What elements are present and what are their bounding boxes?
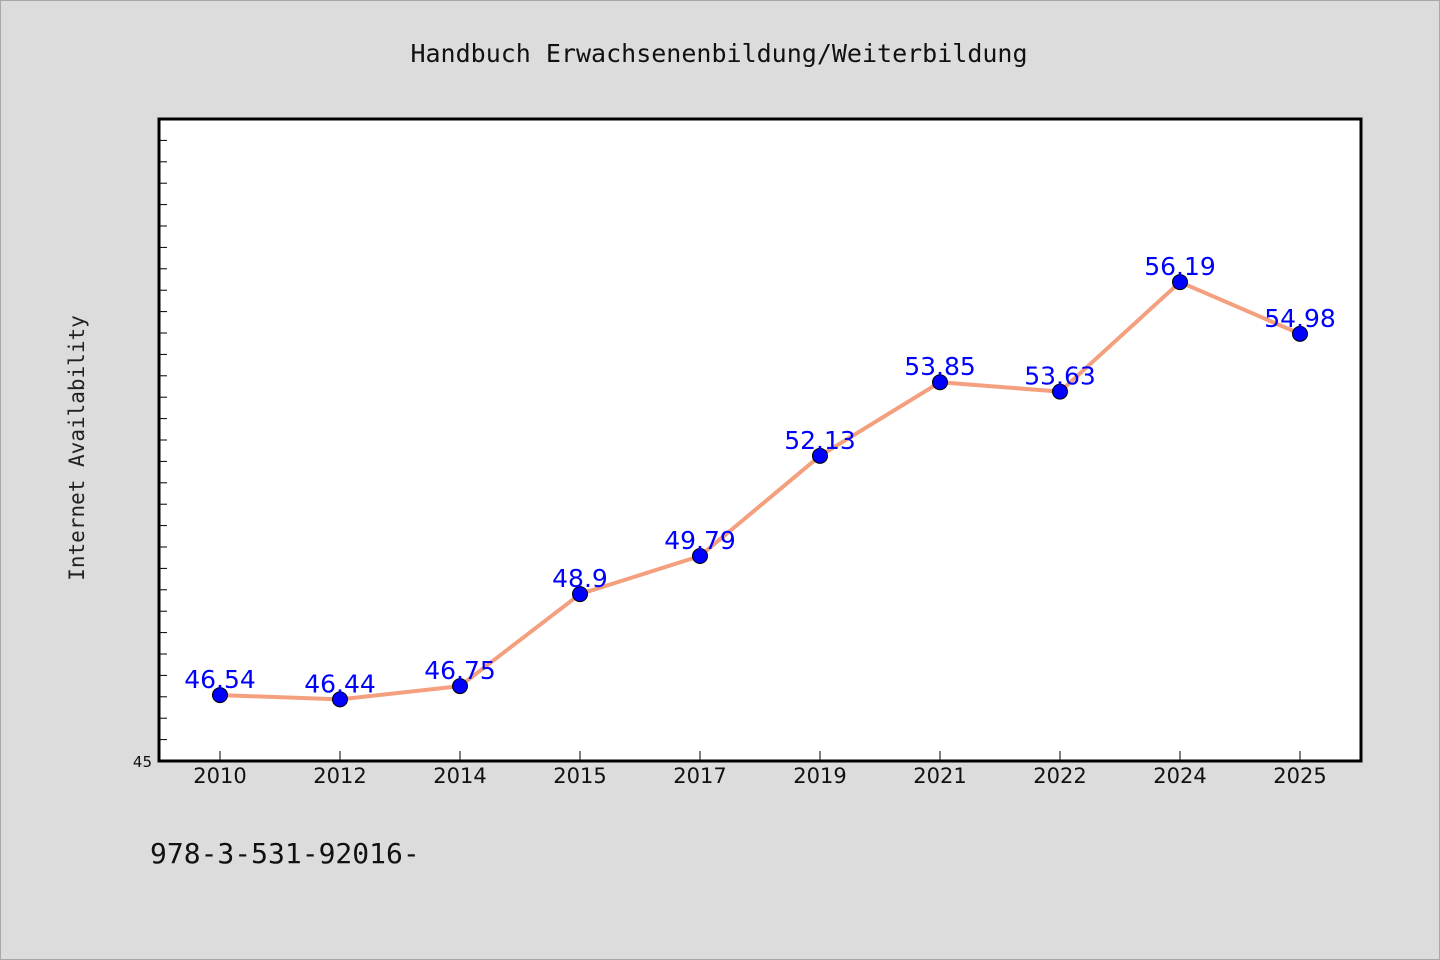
x-tick-label: 2021 [913, 764, 966, 788]
plot-area [157, 117, 1363, 763]
footer-isbn-text: 978-3-531-92016- [150, 837, 420, 870]
data-point [1052, 383, 1068, 400]
series-line-group [218, 280, 1302, 702]
y-tick-label-min: 45 [133, 753, 152, 771]
x-tick-label: 2024 [1153, 764, 1206, 788]
x-axis-ticks: 2010 2012 2014 2015 2017 2019 2021 2022 2024 2025 [193, 751, 1327, 788]
data-label: 46.75 [424, 656, 496, 685]
data-point [932, 374, 948, 391]
data-label: 46.44 [304, 669, 376, 698]
x-tick-label: 2025 [1273, 764, 1326, 788]
data-point [212, 687, 228, 704]
data-label: 49.79 [664, 526, 736, 555]
x-tick-label: 2010 [193, 764, 246, 788]
data-label: 53.63 [1024, 362, 1096, 391]
data-point [1292, 325, 1308, 342]
chart-title: Handbuch Erwachsenenbildung/Weiterbildun… [410, 39, 1027, 68]
x-tick-label: 2017 [673, 764, 726, 788]
data-label: 54.98 [1264, 304, 1336, 333]
data-label: 53.85 [904, 352, 976, 381]
data-point [572, 586, 588, 603]
data-label: 48.9 [552, 564, 608, 593]
data-point [692, 547, 708, 564]
x-tick-label: 2015 [553, 764, 606, 788]
data-labels: 46.54 46.44 46.75 48.9 49.79 52.13 53.85 53.63 5… [184, 252, 1336, 698]
data-point [812, 447, 828, 464]
data-point [1172, 274, 1188, 291]
y-axis-ticks [159, 139, 167, 741]
x-tick-label: 2019 [793, 764, 846, 788]
data-point [332, 691, 348, 708]
data-label: 46.54 [184, 665, 256, 694]
data-label: 52.13 [784, 426, 856, 455]
data-point-markers [212, 274, 1308, 708]
data-point [452, 678, 468, 695]
series-line [218, 280, 1302, 702]
x-tick-label: 2012 [313, 764, 366, 788]
y-axis-label: Internet Availability [65, 315, 89, 581]
x-tick-label: 2014 [433, 764, 486, 788]
data-label: 56.19 [1144, 252, 1216, 281]
x-tick-label: 2022 [1033, 764, 1086, 788]
